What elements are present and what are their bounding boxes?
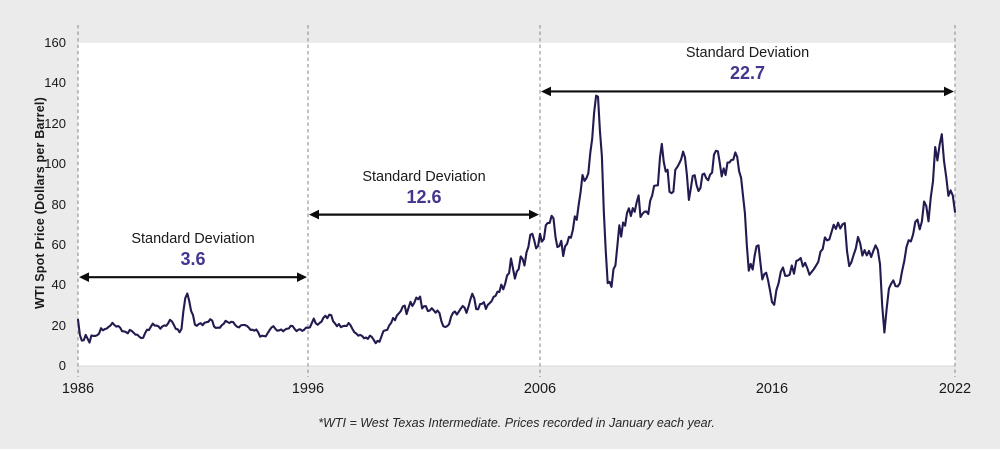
sd-annotation-0: Standard Deviation 3.6 (131, 230, 254, 270)
sd-annotation-1: Standard Deviation 12.6 (362, 168, 485, 208)
x-tick-label-2022: 2022 (938, 381, 972, 397)
y-tick-label-40: 40 (51, 277, 66, 293)
sd-annotation-2: Standard Deviation 22.7 (686, 44, 809, 84)
sd-annotation-value: 3.6 (180, 249, 206, 270)
y-tick-label-160: 160 (44, 35, 66, 50)
y-tick-label-20: 20 (51, 317, 66, 333)
chart-footnote: *WTI = West Texas Intermediate. Prices r… (318, 416, 715, 430)
sd-arrowhead-left-1 (309, 209, 319, 220)
sd-annotation-label: Standard Deviation (362, 168, 486, 185)
sd-annotation-value: 12.6 (406, 186, 442, 207)
y-tick-label-0: 0 (58, 358, 66, 373)
sd-arrowhead-right-1 (529, 209, 539, 220)
x-tick-label-2006: 2006 (523, 381, 557, 397)
x-tick-label-1996: 1996 (291, 381, 325, 397)
sd-arrowhead-left-2 (541, 86, 551, 97)
y-tick-label-100: 100 (44, 156, 66, 172)
sd-annotation-label: Standard Deviation (685, 45, 810, 62)
x-tick-label-2016: 2016 (755, 381, 789, 397)
y-tick-label-60: 60 (51, 236, 66, 252)
y-tick-label-140: 140 (44, 75, 66, 91)
y-tick-label-120: 120 (44, 115, 66, 131)
sd-arrowhead-right-2 (944, 86, 954, 97)
plot-area (78, 43, 955, 366)
y-tick-label-80: 80 (51, 196, 66, 212)
x-tick-label-1986: 1986 (61, 381, 95, 397)
sd-annotation-label: Standard Deviation (131, 231, 255, 248)
sd-annotation-value: 22.7 (729, 63, 766, 84)
sd-arrowhead-left-0 (79, 272, 89, 282)
sd-arrowhead-right-0 (297, 272, 307, 282)
wti-price-series-line (76, 94, 957, 345)
